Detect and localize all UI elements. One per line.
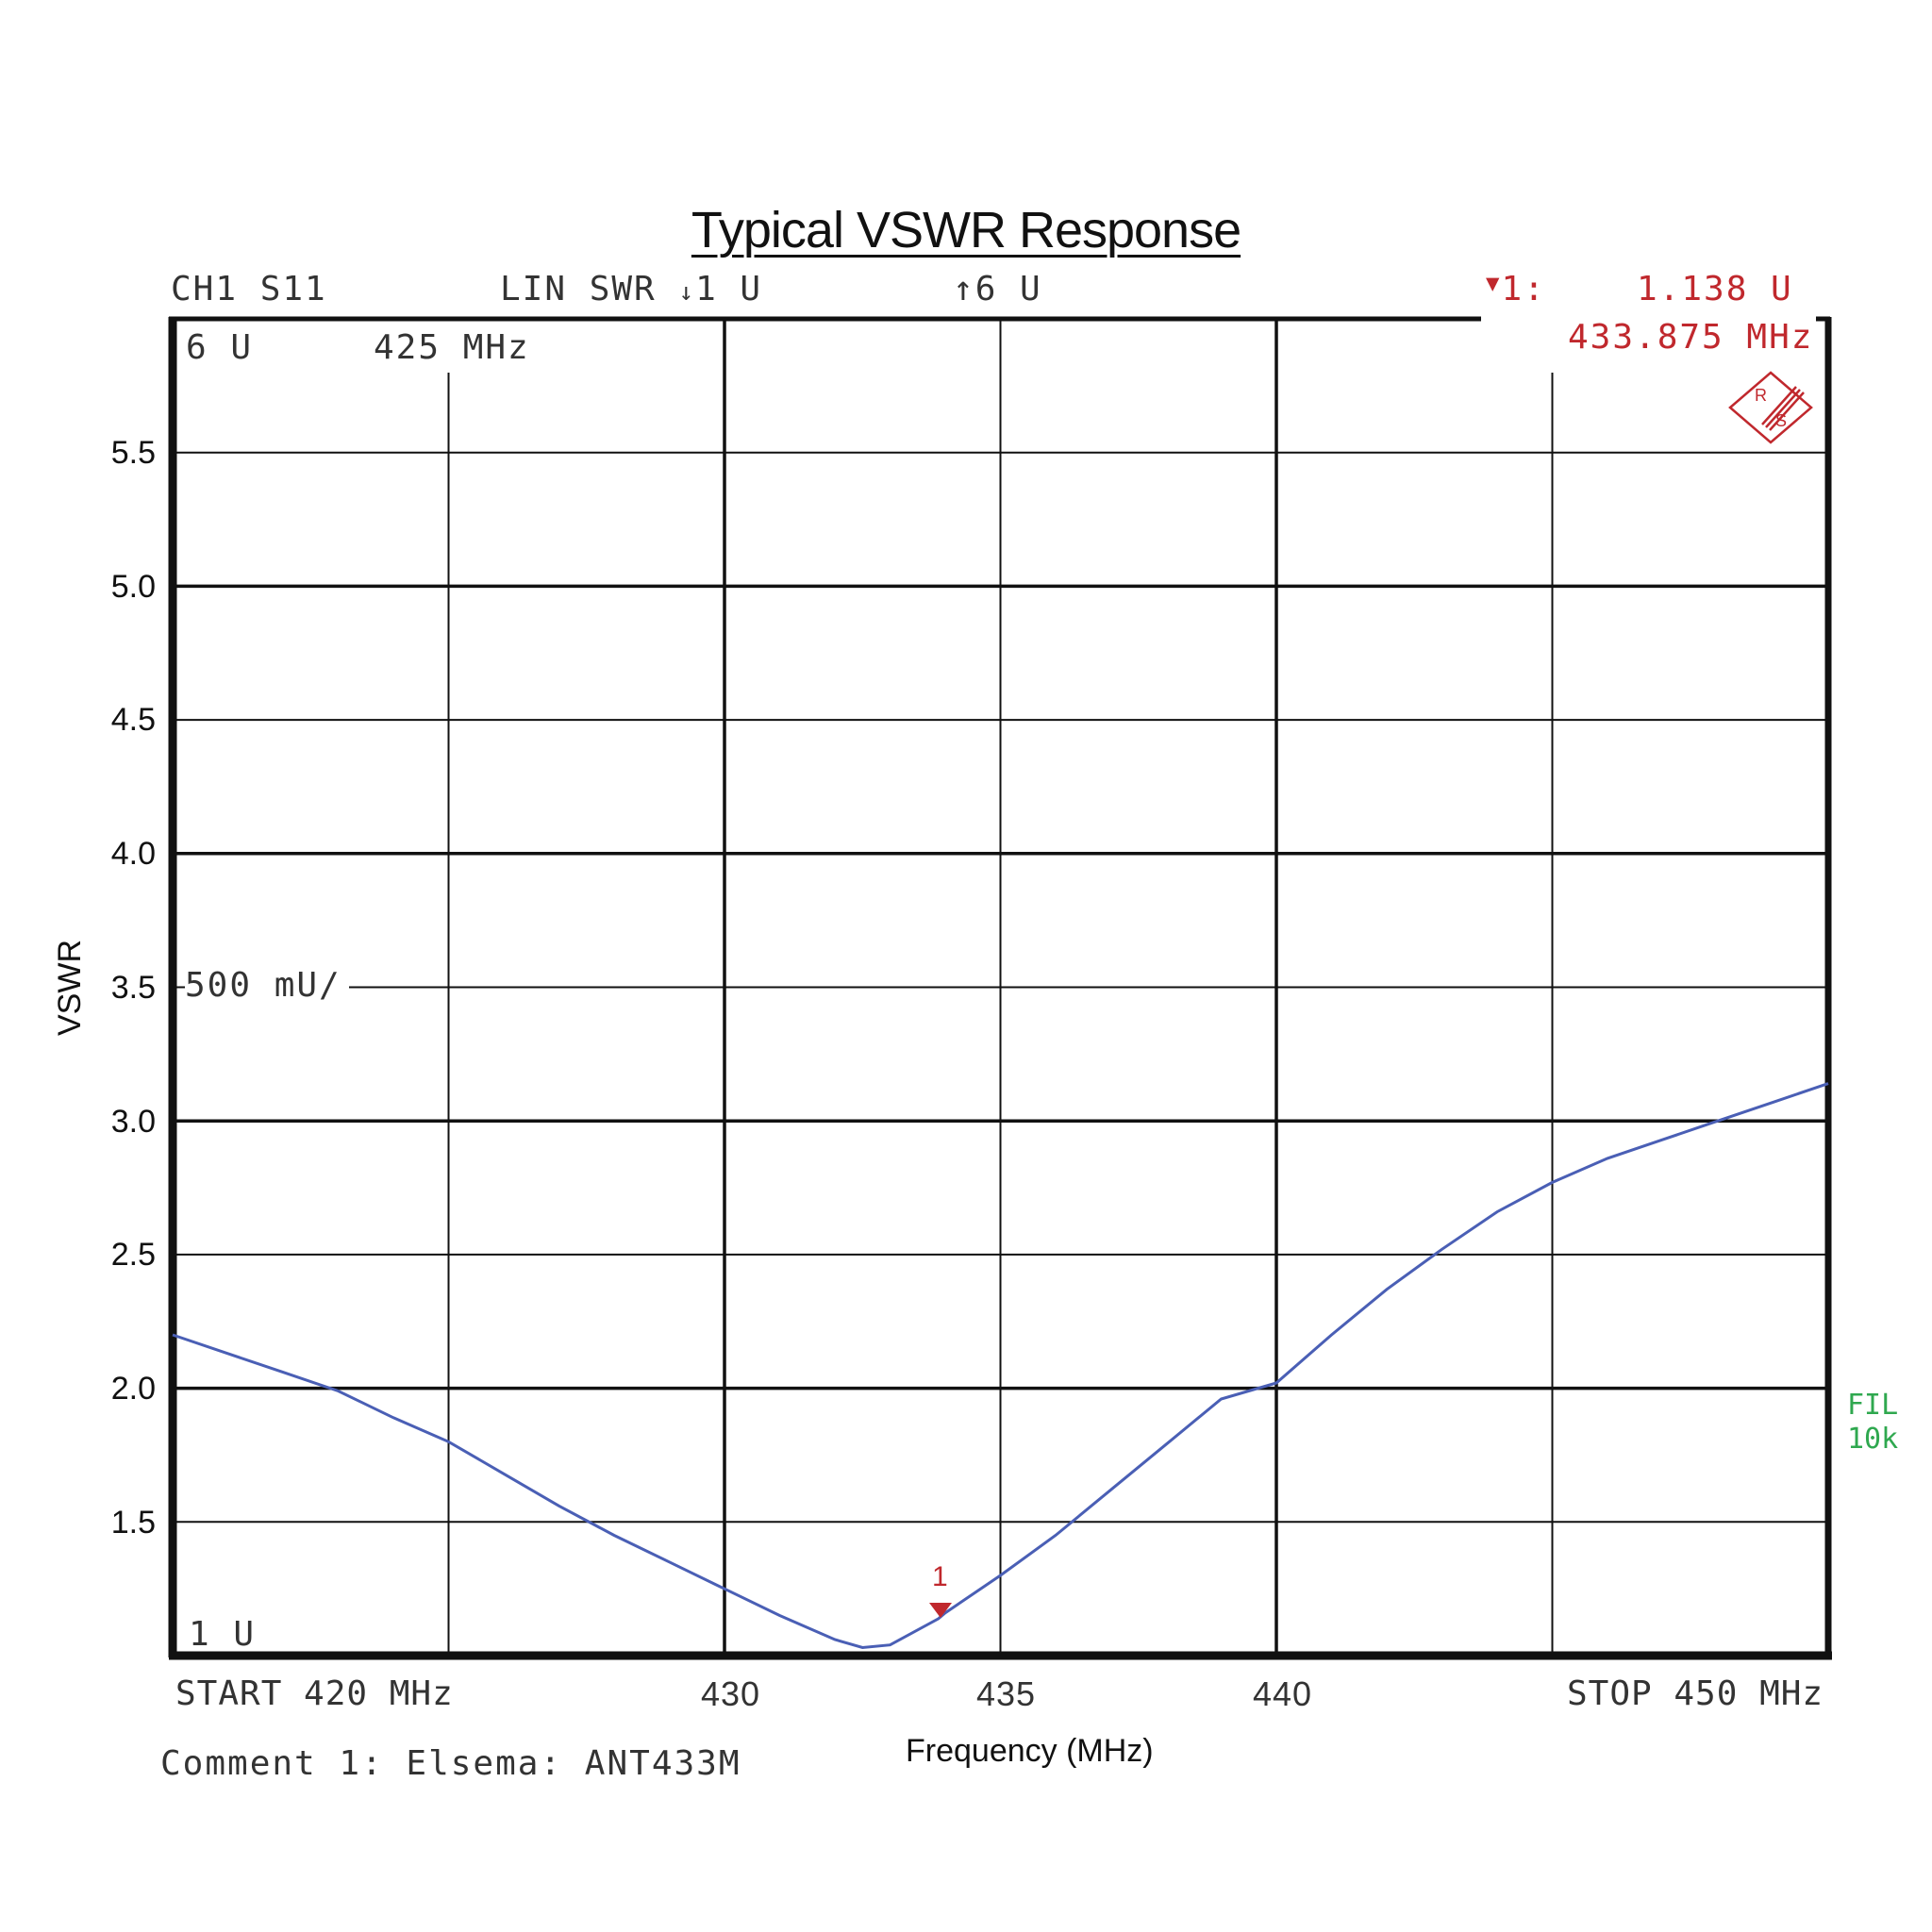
marker-1-label: 1 (932, 1561, 948, 1592)
filter-label: FIL (1847, 1389, 1899, 1422)
y-tick-2-0: 2.0 (110, 1371, 156, 1407)
arrow-up-icon: ↑ (953, 270, 975, 308)
marker-1-icon (929, 1603, 952, 1618)
marker-triangle-icon: ▼ (1486, 270, 1502, 296)
y-tick-5-5: 5.5 (110, 435, 156, 471)
ref-high-label: 6 U (974, 270, 1042, 308)
marker-readout: ▼1: (1486, 270, 1546, 308)
x-tick-430: 430 (701, 1674, 761, 1713)
marker-value: 1.138 U (1637, 270, 1793, 308)
x-stop-label: STOP 450 MHz (1567, 1674, 1824, 1713)
marker-readout-bg (1481, 267, 1858, 380)
y-tick-3-5: 3.5 (110, 970, 156, 1006)
ref-low-label: 1 U (695, 270, 763, 308)
center-freq-label: 425 MHz (374, 328, 530, 367)
format-label: LIN SWR ↓1 U (500, 270, 762, 308)
ref-high-group: ↑6 U (953, 270, 1042, 308)
marker-frequency: 433.875 MHz (1568, 318, 1814, 357)
top-ref-label: 6 U (186, 328, 254, 367)
arrow-down-icon: ↓ (678, 278, 696, 307)
x-axis-label: Frequency (MHz) (906, 1733, 1154, 1769)
filter-indicator: FIL 10k (1847, 1389, 1898, 1457)
comment-label: Comment 1: Elsema: ANT433M (160, 1744, 741, 1783)
y-axis-label: VSWR (52, 940, 88, 1036)
y-tick-2-5: 2.5 (110, 1237, 156, 1273)
vswr-trace (172, 1082, 1829, 1650)
x-tick-440: 440 (1253, 1674, 1313, 1713)
marker-readout-label: 1: (1501, 270, 1546, 308)
channel-label: CH1 S11 (171, 270, 327, 308)
x-tick-435: 435 (976, 1674, 1037, 1713)
y-tick-4-0: 4.0 (110, 836, 156, 872)
rohde-schwarz-logo: R S (1728, 371, 1813, 444)
y-tick-4-5: 4.5 (110, 702, 156, 738)
chart-title: Typical VSWR Response (691, 202, 1241, 258)
y-tick-1-5: 1.5 (110, 1505, 156, 1541)
x-start-label: START 420 MHz (175, 1674, 454, 1713)
y-tick-3-0: 3.0 (110, 1104, 156, 1140)
filter-value: 10k (1847, 1423, 1899, 1456)
y-tick-5-0: 5.0 (110, 569, 156, 605)
svg-text:S: S (1775, 411, 1787, 430)
vertical-gridlines (447, 319, 1554, 1656)
svg-text:R: R (1755, 386, 1767, 405)
bottom-ref-label: 1 U (189, 1615, 257, 1654)
scale-per-div-label: 500 mU/ (185, 966, 349, 1005)
plot-border (168, 316, 1832, 1660)
format-text: LIN SWR (500, 270, 657, 308)
